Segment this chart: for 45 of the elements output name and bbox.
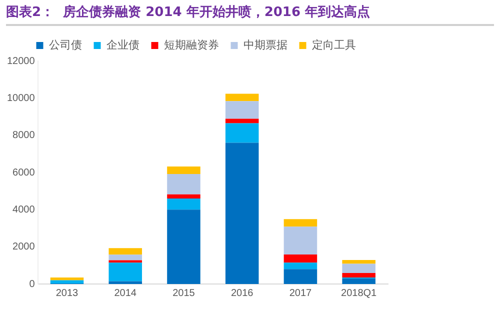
bar — [284, 226, 318, 254]
x-tick-label: 2016 — [230, 288, 254, 299]
bar — [284, 254, 318, 263]
x-tick-label: 2017 — [289, 288, 312, 299]
legend-label: 定向工具 — [312, 38, 356, 52]
bar — [167, 166, 200, 174]
bar — [284, 262, 318, 270]
bar — [108, 254, 142, 260]
bar — [225, 118, 259, 124]
bar — [225, 123, 259, 143]
y-tick-label: 8000 — [12, 130, 36, 142]
bar — [284, 269, 318, 284]
bar — [108, 281, 142, 284]
bar — [50, 280, 84, 284]
bar — [108, 260, 142, 263]
x-tick-label: 2015 — [172, 288, 196, 299]
bar — [167, 174, 200, 194]
bar — [342, 260, 376, 264]
bar — [284, 219, 318, 227]
legend-label: 短期融资券 — [164, 38, 219, 52]
y-tick-label: 10000 — [6, 92, 36, 104]
legend-label: 公司债 — [48, 40, 82, 52]
bar — [167, 198, 200, 210]
y-tick-label: 6000 — [12, 167, 36, 178]
legend-label: 企业债 — [106, 38, 140, 52]
bar — [108, 248, 142, 255]
y-tick-label: 12000 — [6, 56, 36, 67]
bar — [167, 194, 200, 199]
x-tick-label: 2018Q1 — [341, 288, 378, 299]
y-tick-label: 4000 — [12, 204, 36, 216]
bar — [50, 277, 84, 280]
bar — [108, 262, 142, 282]
chart-title: 图表2： 房企债券融资 2014 年开始井喷，2016 年到达高点 — [6, 3, 494, 26]
x-tick-label: 2014 — [114, 288, 137, 299]
bar — [167, 210, 200, 284]
bar — [225, 142, 259, 284]
bar — [225, 101, 259, 119]
bar — [225, 94, 259, 102]
x-tick-label: 2013 — [56, 288, 79, 299]
y-tick-label: 2000 — [12, 242, 36, 253]
legend-label: 中期票据 — [243, 38, 288, 52]
y-tick-label: 0 — [29, 278, 36, 290]
bar — [342, 273, 376, 278]
bar — [342, 264, 376, 274]
bar — [342, 278, 376, 284]
